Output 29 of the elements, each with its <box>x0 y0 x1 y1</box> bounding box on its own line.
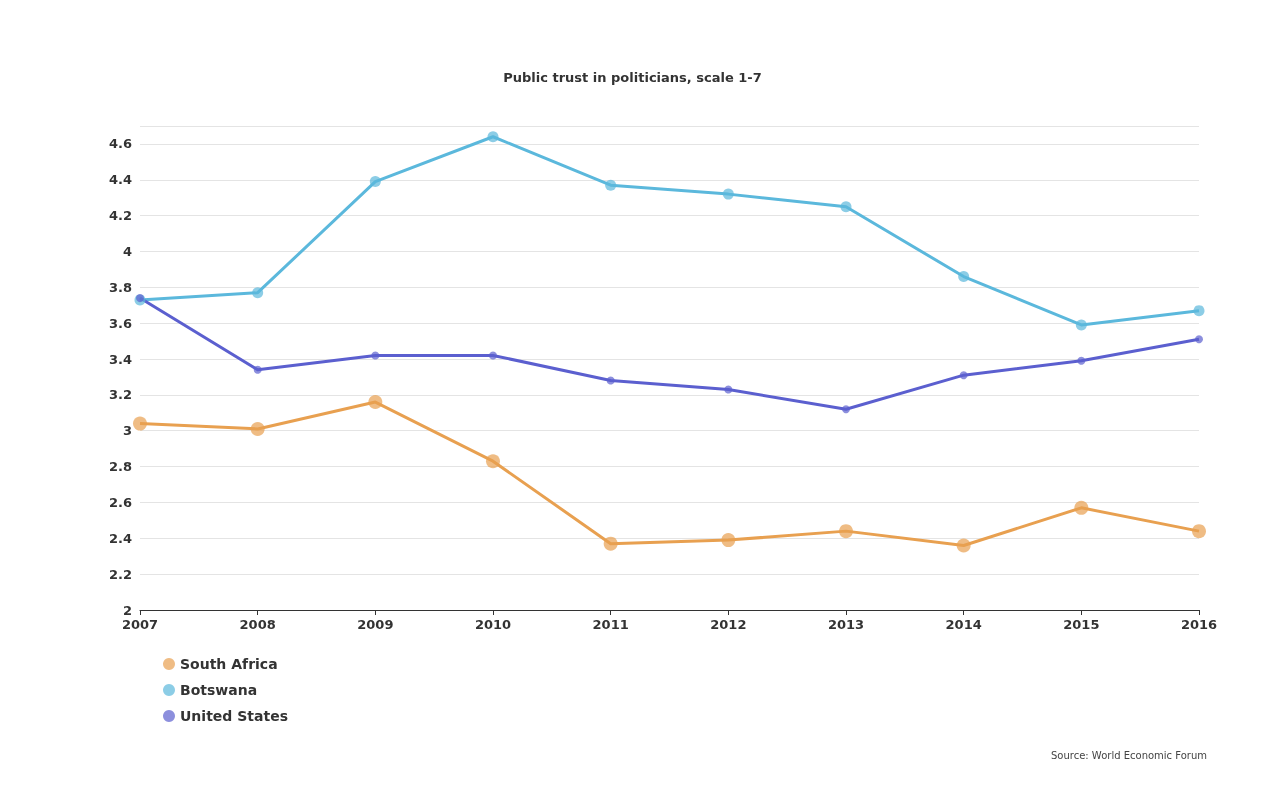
y-tick-label: 3.2 <box>108 387 132 403</box>
y-tick-label: 2 <box>122 602 132 618</box>
x-tick-label: 2016 <box>1180 617 1218 632</box>
y-tick-label: 2.2 <box>108 566 132 582</box>
x-tick-label: 2012 <box>710 617 747 632</box>
y-tick-label: 3 <box>122 423 132 439</box>
x-tick-label: 2009 <box>357 617 394 632</box>
y-tick-label: 4 <box>122 243 132 259</box>
y-tick-label: 2.4 <box>108 530 132 546</box>
x-tick-label: 2008 <box>239 617 276 632</box>
y-tick-label: 4.6 <box>108 136 132 152</box>
y-tick-label: 2.8 <box>108 459 132 475</box>
legend-label: Botswana <box>180 682 258 698</box>
y-tick-label: 3.4 <box>108 351 132 367</box>
chart-title: Public trust in politicians, scale 1-7 <box>503 70 762 85</box>
source-note: Source: World Economic Forum <box>1050 749 1208 761</box>
x-tick-label: 2011 <box>592 617 629 632</box>
y-tick-label: 4.2 <box>108 208 132 224</box>
y-tick-label: 4.4 <box>108 172 132 188</box>
x-tick-label: 2015 <box>1063 617 1100 632</box>
x-tick-label: 2013 <box>827 617 865 632</box>
x-tick-label: 2007 <box>121 617 159 632</box>
y-tick-label: 3.8 <box>108 279 132 295</box>
x-tick-label: 2010 <box>474 617 512 632</box>
x-tick-label: 2014 <box>945 617 982 632</box>
y-tick-label: 3.6 <box>108 315 132 331</box>
y-tick-label: 2.6 <box>108 494 132 510</box>
legend-label: South Africa <box>180 656 278 672</box>
legend-label: United States <box>180 708 288 724</box>
